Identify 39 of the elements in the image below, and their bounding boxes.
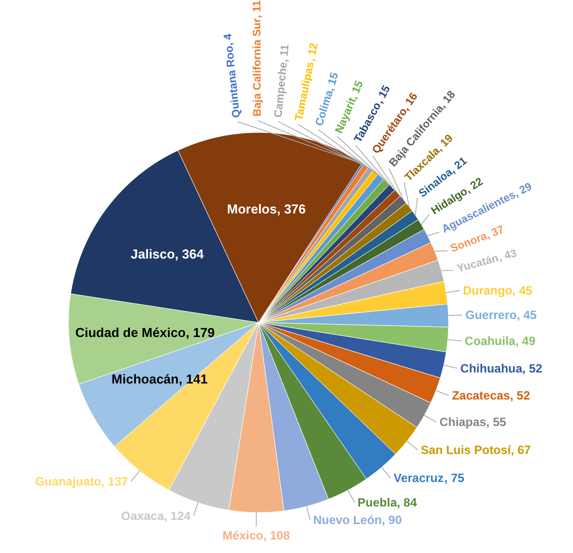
data-label: , 49 — [515, 334, 536, 348]
slice-label: Veracruz — [394, 470, 444, 485]
slice-label: Durango — [462, 283, 512, 298]
slice-label: Morelos — [227, 201, 277, 216]
data-label: , 84 — [396, 495, 418, 510]
data-label: , 4 — [222, 32, 236, 47]
data-label: , 90 — [382, 512, 402, 527]
slice-label: Baja California Sur — [251, 17, 264, 117]
data-label: , 52 — [510, 388, 530, 403]
data-label: , 11 — [251, 0, 264, 18]
data-label: , 179 — [186, 325, 215, 340]
data-label: , 108 — [263, 528, 290, 542]
data-label: , 137 — [101, 474, 128, 489]
data-label: , 364 — [174, 246, 205, 262]
data-label: , 67 — [510, 442, 532, 457]
slice-label: Zacatecas — [452, 388, 510, 403]
data-label: , 45 — [512, 283, 533, 298]
data-label: , 75 — [444, 470, 465, 485]
slice-label: Nuevo León — [313, 512, 382, 527]
slice-label: Campeche — [272, 62, 290, 118]
data-label: , 52 — [522, 361, 543, 376]
slice-label: San Luis Potosí — [420, 442, 512, 457]
data-label: , 376 — [276, 201, 306, 216]
slice-label: Coahuila — [464, 334, 516, 348]
data-label: , 45 — [516, 308, 538, 322]
data-label: , 15 — [324, 71, 342, 92]
slice-label: Quintana Roo — [223, 45, 243, 118]
slice-label: Michoacán — [112, 372, 179, 387]
slice-label: Guanajuato — [35, 474, 102, 489]
slice-label: Chiapas — [439, 415, 486, 430]
data-label: , 55 — [486, 415, 507, 430]
slice-label: Chihuahua — [460, 361, 523, 376]
data-label: , 11 — [278, 44, 292, 63]
slice-label: México — [222, 528, 264, 542]
slice-label: Jalisco — [130, 246, 175, 262]
data-label: , 12 — [305, 42, 320, 62]
slice-label: Guerrero — [465, 308, 517, 322]
slice-label: Ciudad de México — [75, 325, 186, 340]
slice-label: Puebla — [358, 495, 398, 510]
